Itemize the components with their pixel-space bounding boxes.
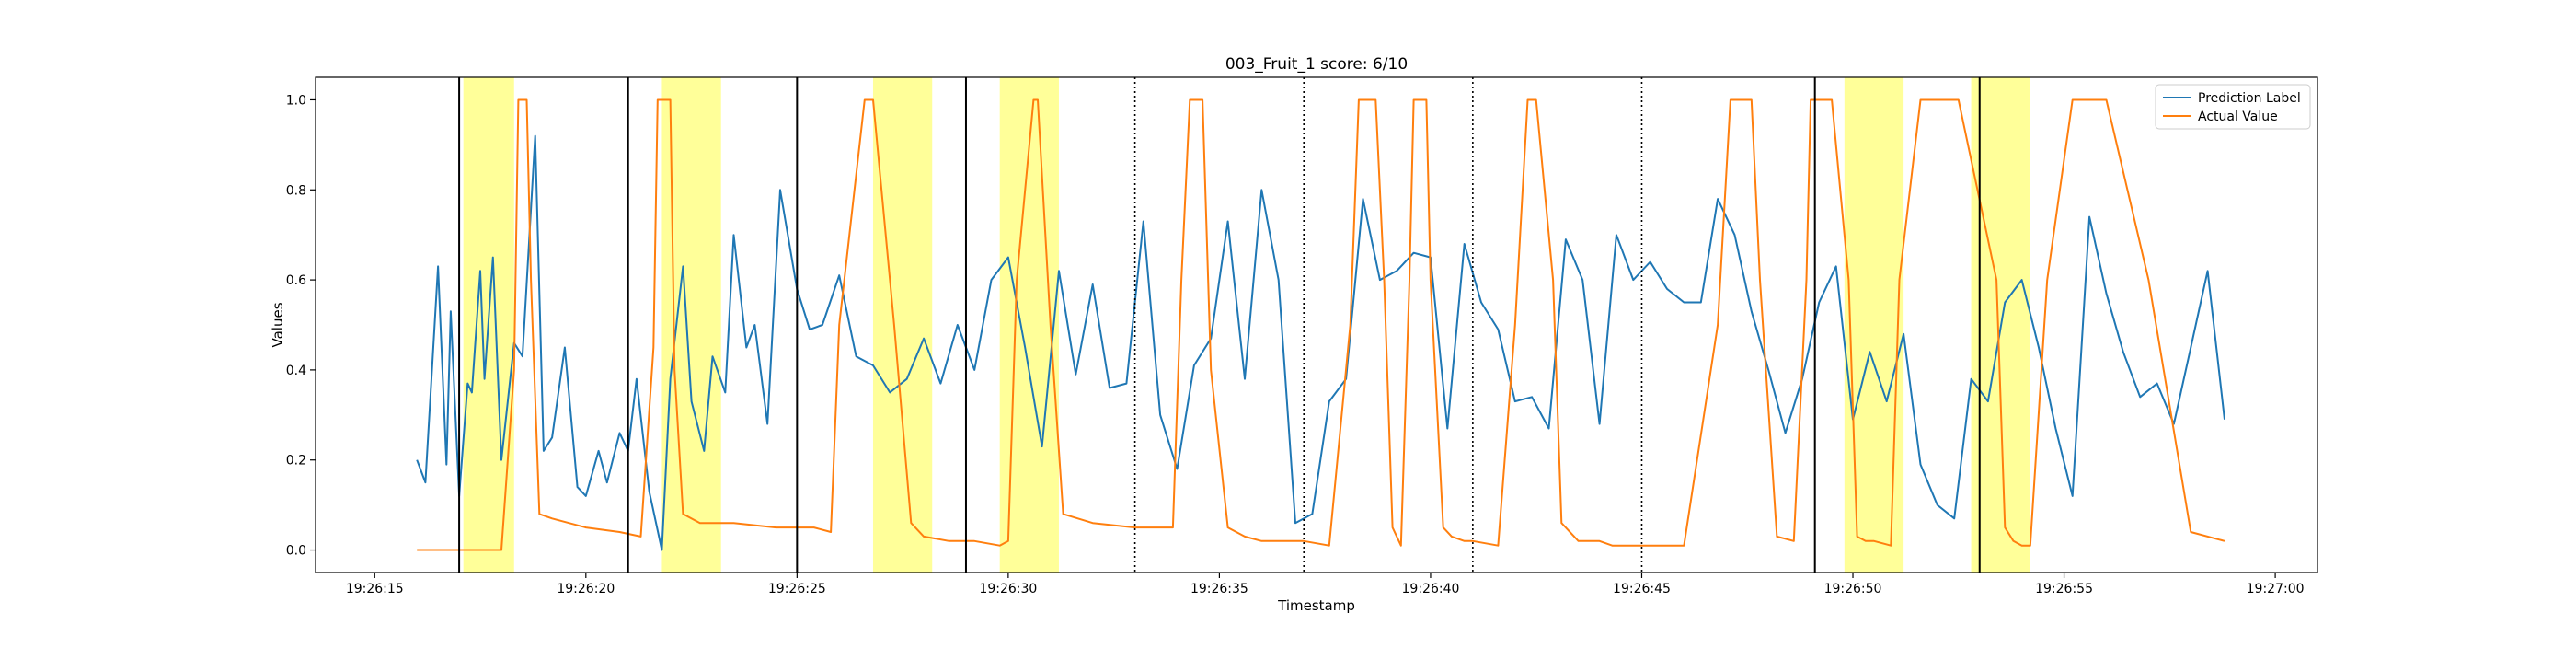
shaded-region [872,77,933,573]
legend-label: Prediction Label [2198,91,2301,106]
series-line-0 [416,134,2225,551]
x-tick-label: 19:27:00 [2247,582,2305,596]
x-tick-label: 19:26:35 [1190,582,1248,596]
y-tick-label: 0.2 [286,454,306,469]
legend-label: Actual Value [2198,110,2278,124]
x-tick-label: 19:26:30 [979,582,1037,596]
y-tick-label: 0.6 [286,273,306,288]
x-tick-label: 19:26:20 [557,582,615,596]
y-axis-label: Values [270,302,286,347]
vertical-lines [458,77,1981,573]
series-line-1 [417,98,2225,551]
x-tick-label: 19:26:55 [2035,582,2093,596]
x-axis-label: Timestamp [1277,597,1355,614]
legend-box [2155,84,2311,130]
x-tick-label: 19:26:15 [346,582,404,596]
plot-frame [315,76,2318,573]
y-tick-label: 1.0 [286,93,306,108]
chart-title: 003_Fruit_1 score: 6/10 [1225,55,1408,74]
x-tick-label: 19:26:45 [1613,582,1671,596]
x-tick-label: 19:26:40 [1402,582,1460,596]
legend: Prediction Label Actual Value [2155,84,2311,130]
y-tick-label: 0.8 [286,183,306,198]
y-tick-label: 0.0 [286,544,306,559]
x-axis-ticks: 19:26:15 19:26:20 19:26:25 19:26:30 19:26:35… [346,573,2305,596]
x-tick-label: 19:26:25 [768,582,826,596]
series-lines [416,98,2225,551]
shaded-region [1844,77,1904,573]
x-tick-label: 19:26:50 [1824,582,1882,596]
y-tick-label: 0.4 [286,364,306,378]
y-axis-ticks: 0.0 0.2 0.4 0.6 0.8 1.0 [286,93,316,559]
